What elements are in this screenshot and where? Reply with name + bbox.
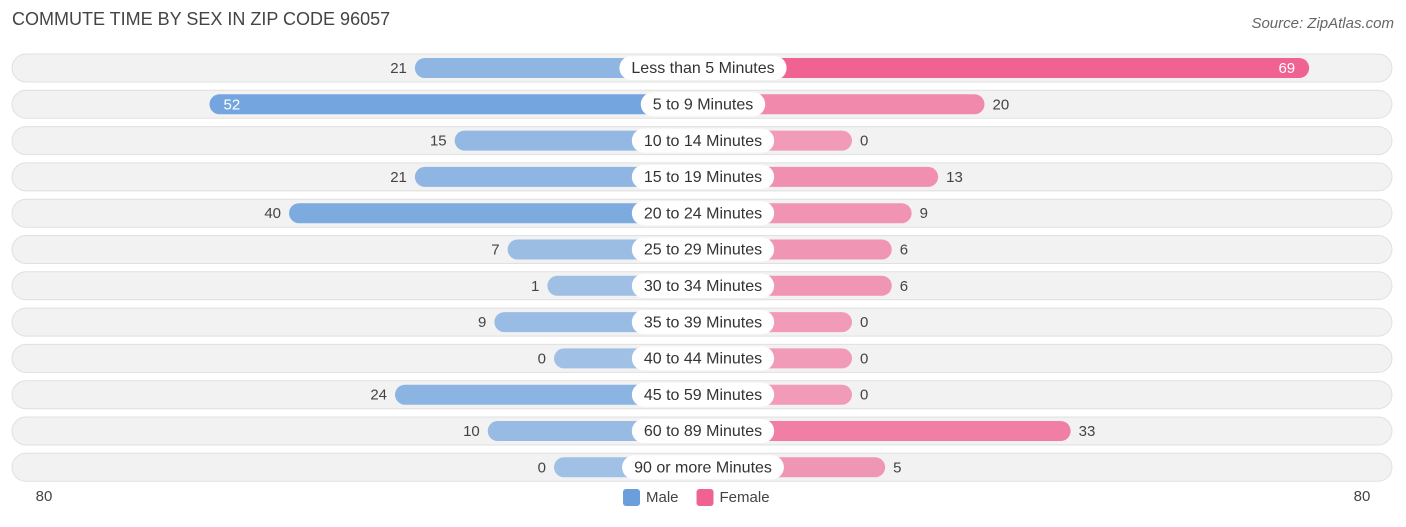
category-label: 90 or more Minutes	[634, 460, 772, 477]
x-tick-label: 80	[36, 488, 53, 505]
value-label: 20	[993, 96, 1010, 113]
bar	[703, 94, 985, 115]
bar	[209, 94, 703, 115]
category-label: 45 to 59 Minutes	[644, 387, 762, 404]
legend-label: Female	[720, 489, 770, 506]
value-label: 0	[860, 133, 868, 150]
legend-swatch	[696, 489, 714, 506]
value-label: 0	[860, 350, 868, 367]
value-label: 9	[478, 314, 486, 331]
value-label: 15	[430, 133, 447, 150]
category-pill	[640, 92, 766, 117]
value-label: 6	[900, 278, 908, 295]
value-label: 24	[370, 387, 387, 404]
category-label: 5 to 9 Minutes	[653, 97, 754, 114]
source: Source: ZipAtlas.com	[1251, 15, 1394, 32]
category-label: 20 to 24 Minutes	[644, 205, 762, 222]
value-label: 69	[1278, 60, 1295, 77]
category-pill	[631, 273, 775, 298]
category-pill	[631, 382, 775, 407]
value-label: 0	[860, 314, 868, 331]
category-pill	[622, 455, 784, 480]
value-label: 6	[900, 241, 908, 258]
value-label: 0	[538, 350, 546, 367]
legend-label: Male	[646, 489, 679, 506]
legend-swatch	[623, 489, 640, 506]
category-label: 35 to 39 Minutes	[644, 314, 762, 331]
value-label: 40	[264, 205, 281, 222]
value-label: 7	[491, 241, 499, 258]
category-pill	[631, 237, 775, 262]
category-label: 15 to 19 Minutes	[644, 169, 762, 186]
category-label: 40 to 44 Minutes	[644, 351, 762, 368]
category-label: 60 to 89 Minutes	[644, 423, 762, 440]
category-pill	[631, 419, 775, 443]
category-label: 30 to 34 Minutes	[644, 278, 762, 295]
value-label: 1	[531, 278, 539, 295]
bar	[703, 421, 1071, 441]
bar	[289, 203, 703, 224]
category-pill	[631, 164, 775, 189]
chart-title: COMMUTE TIME BY SEX IN ZIP CODE 96057	[12, 9, 390, 29]
value-label: 13	[946, 169, 963, 186]
category-pill	[631, 128, 775, 153]
value-label: 21	[390, 169, 407, 186]
category-pill	[631, 346, 775, 371]
category-pill	[619, 56, 787, 80]
value-label: 5	[893, 459, 901, 476]
value-label: 0	[860, 387, 868, 404]
category-label: Less than 5 Minutes	[631, 60, 774, 77]
value-label: 0	[538, 459, 546, 476]
bar	[395, 384, 703, 405]
category-label: 10 to 14 Minutes	[644, 133, 762, 150]
category-pill	[631, 310, 775, 335]
category-pill	[631, 201, 775, 226]
value-label: 21	[390, 60, 407, 77]
value-label: 33	[1079, 423, 1096, 440]
category-label: 25 to 29 Minutes	[644, 242, 762, 259]
value-label: 52	[224, 96, 241, 113]
bar	[414, 166, 703, 187]
bar	[703, 58, 1310, 78]
value-label: 9	[920, 205, 928, 222]
x-tick-label: 80	[1354, 488, 1371, 505]
value-label: 10	[463, 423, 480, 440]
